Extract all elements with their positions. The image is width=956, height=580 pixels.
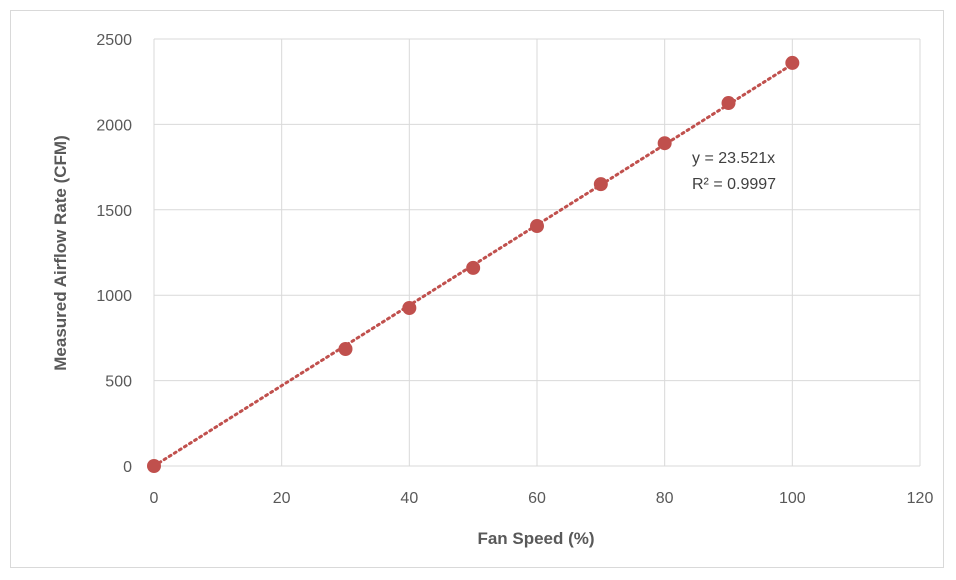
x-tick-label: 0: [150, 490, 159, 507]
data-point: [593, 177, 608, 192]
data-point: [338, 342, 353, 357]
data-point: [657, 136, 672, 151]
data-point: [147, 459, 161, 473]
chart-frame: [10, 10, 944, 568]
x-tick-label: 120: [907, 490, 934, 507]
x-axis-title: Fan Speed (%): [477, 529, 594, 548]
data-points: [147, 55, 800, 473]
y-axis-ticks: 0 500 1000 1500 2000 2500: [96, 32, 132, 476]
trendline-equation: y = 23.521x: [692, 150, 775, 167]
y-tick-label: 2000: [96, 117, 132, 134]
data-point: [402, 301, 417, 316]
data-point: [785, 55, 800, 70]
x-tick-label: 40: [400, 490, 418, 507]
y-tick-label: 1500: [96, 203, 132, 220]
y-tick-label: 0: [123, 459, 132, 476]
x-tick-label: 80: [656, 490, 674, 507]
data-point: [466, 260, 481, 275]
x-tick-label: 20: [273, 490, 291, 507]
x-tick-label: 100: [779, 490, 806, 507]
y-tick-label: 500: [105, 374, 132, 391]
y-axis-title: Measured Airflow Rate (CFM): [51, 135, 70, 371]
y-tick-label: 2500: [96, 32, 132, 49]
x-tick-label: 60: [528, 490, 546, 507]
x-axis-ticks: 0 20 40 60 80 100 120: [150, 490, 934, 507]
y-tick-label: 1000: [96, 288, 132, 305]
data-point: [721, 96, 736, 111]
trendline-r2: R² = 0.9997: [692, 176, 776, 193]
data-point: [530, 219, 544, 234]
grid-lines: [153, 38, 921, 467]
